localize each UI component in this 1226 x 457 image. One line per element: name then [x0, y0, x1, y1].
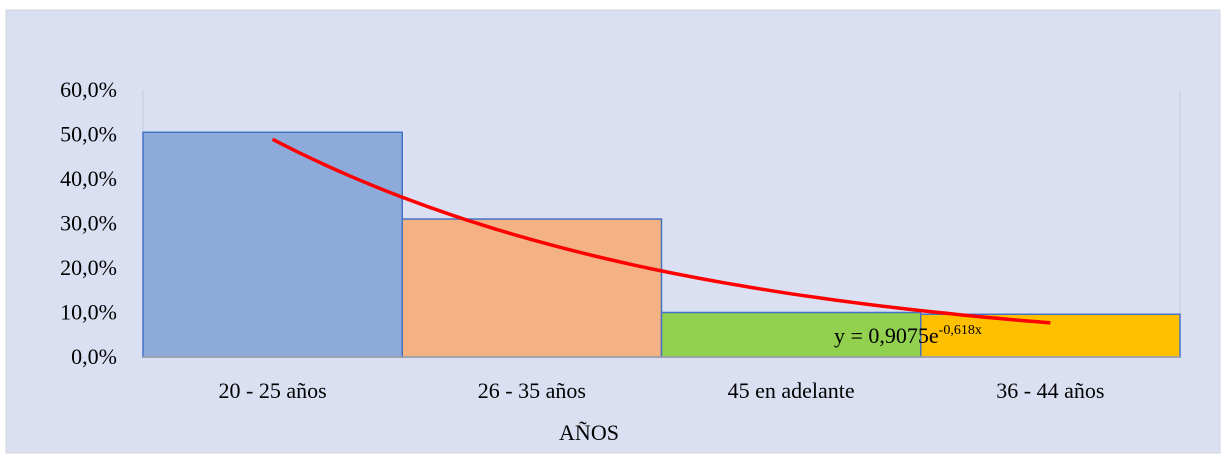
- x-category-label: 45 en adelante: [728, 378, 855, 403]
- y-tick-label: 30,0%: [60, 211, 117, 236]
- x-category-label: 36 - 44 años: [996, 378, 1104, 403]
- y-tick-label: 20,0%: [60, 255, 117, 280]
- bar-1: [143, 132, 402, 357]
- y-tick-label: 40,0%: [60, 166, 117, 191]
- x-category-label: 20 - 25 años: [219, 378, 327, 403]
- y-tick-label: 50,0%: [60, 122, 117, 147]
- x-category-label: 26 - 35 años: [478, 378, 586, 403]
- trendline-equation-exponent: -0,618x: [939, 323, 982, 338]
- y-tick-label: 60,0%: [60, 77, 117, 102]
- trendline-equation-main: y = 0,9075e: [834, 323, 939, 348]
- y-tick-label: 10,0%: [60, 300, 117, 325]
- y-tick-label: 0,0%: [71, 344, 117, 369]
- x-axis-title: AÑOS: [559, 420, 619, 445]
